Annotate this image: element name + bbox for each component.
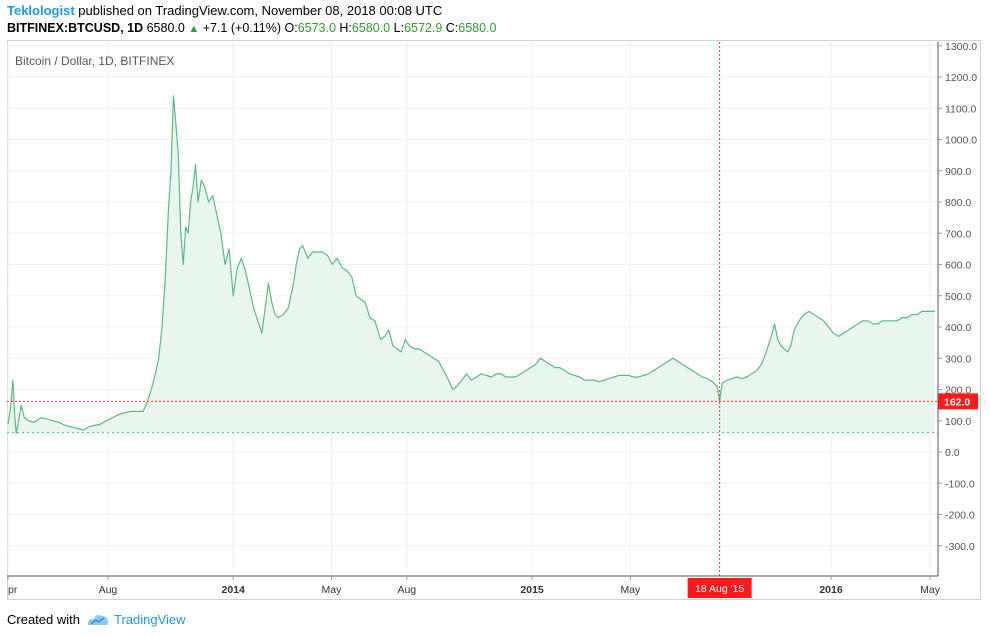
- up-arrow-icon: ▲: [188, 23, 200, 35]
- publish-line: Teklologist published on TradingView.com…: [7, 3, 442, 18]
- y-tick-label: 100.0: [945, 416, 971, 428]
- close-value: 6580.0: [458, 21, 497, 35]
- x-tick-label: May: [620, 584, 641, 596]
- x-tick-label: May: [920, 584, 941, 596]
- y-tick-label: 1300.0: [945, 41, 977, 53]
- x-tick-label: Aug: [397, 584, 416, 596]
- footer: Created with TradingView: [7, 612, 186, 627]
- chart-title: Bitcoin / Dollar, 1D, BITFINEX: [15, 54, 174, 68]
- price-change: +7.1 (+0.11%): [202, 21, 281, 35]
- price-series-line: [7, 95, 935, 434]
- crosshair-date-badge: [687, 578, 752, 598]
- price-axis[interactable]: 1300.0 1200.0 1100.0 1000.0 900.0 800.0 700.0 6…: [938, 41, 977, 553]
- x-tick-label: May: [322, 584, 343, 596]
- y-tick-label: 500.0: [945, 291, 971, 303]
- tradingview-logo-icon: [87, 614, 109, 625]
- x-tick-label: pr: [8, 584, 18, 596]
- y-tick-label: 600.0: [945, 260, 971, 272]
- y-tick-label: 300.0: [945, 353, 971, 365]
- created-with-label: Created with: [7, 612, 80, 627]
- low-value: 6572.9: [404, 21, 443, 35]
- y-tick-label: -200.0: [945, 510, 975, 522]
- y-tick-label: 900.0: [945, 166, 971, 178]
- ohlc-line: BITFINEX:BTCUSD, 1D 6580.0 ▲ +7.1 (+0.11…: [7, 21, 497, 35]
- tradingview-link[interactable]: TradingView: [86, 612, 186, 627]
- grid-lines: [7, 42, 938, 576]
- y-tick-label: 1200.0: [945, 72, 977, 84]
- y-tick-label: -300.0: [945, 541, 975, 553]
- crosshair-price-badge: [938, 393, 978, 410]
- crosshair-date-label: 18 Aug '15: [695, 583, 744, 595]
- last-price: 6580.0: [146, 21, 185, 35]
- symbol-label: BITFINEX:BTCUSD, 1D: [7, 21, 144, 35]
- close-label: C:: [445, 21, 459, 35]
- time-axis[interactable]: pr Aug 2014 May Aug 2015 May 2016 May: [7, 576, 941, 596]
- open-label: O:: [284, 21, 298, 35]
- high-label: H:: [339, 21, 352, 35]
- x-tick-label: 2015: [520, 584, 544, 596]
- author-link[interactable]: Teklologist: [7, 3, 75, 18]
- y-tick-label: 800.0: [945, 197, 971, 209]
- x-tick-label: 2016: [819, 584, 843, 596]
- low-label: L:: [393, 21, 405, 35]
- publish-info: published on TradingView.com, November 0…: [78, 3, 443, 18]
- price-area-fill: [8, 95, 935, 434]
- brand-name: TradingView: [113, 612, 186, 627]
- y-tick-label: -100.0: [945, 478, 975, 490]
- y-tick-label: 400.0: [945, 322, 971, 334]
- y-tick-label: 1100.0: [945, 103, 976, 115]
- y-tick-label: 700.0: [945, 228, 971, 240]
- high-value: 6580.0: [351, 21, 391, 35]
- crosshair-price-label: 162.0: [944, 396, 970, 408]
- x-tick-label: Aug: [99, 584, 118, 596]
- x-tick-label: 2014: [222, 584, 246, 596]
- open-value: 6573.0: [297, 21, 336, 35]
- y-tick-label: 1000.0: [945, 135, 977, 147]
- y-tick-label: 0.0: [945, 447, 960, 459]
